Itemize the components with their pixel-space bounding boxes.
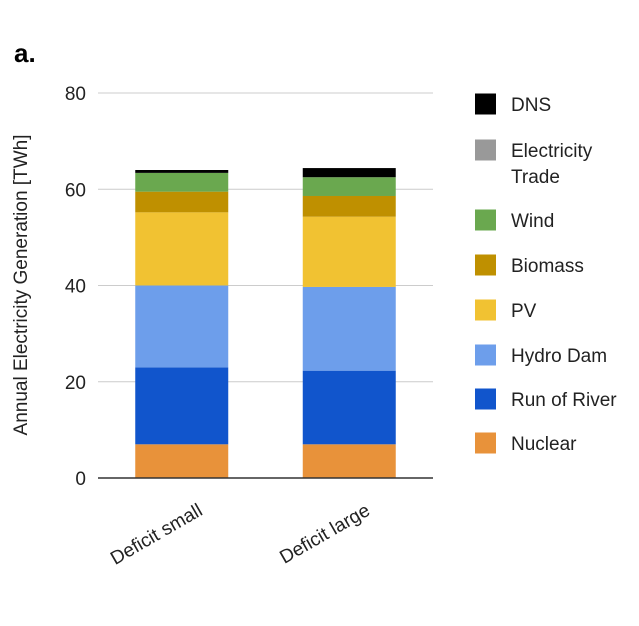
- legend-label: Run of River: [511, 390, 617, 411]
- legend-label: Nuclear: [511, 434, 577, 455]
- legend-swatch: [475, 93, 496, 115]
- bar-segment-run-of-river: [302, 370, 396, 445]
- y-tick-label: 0: [75, 469, 86, 490]
- bars: [135, 168, 396, 478]
- legend: DNS Electricity Trade Wind Biomass PV Hydro Da…: [475, 93, 617, 455]
- y-axis-ticks: 0 20 40 60 80: [65, 84, 86, 490]
- y-tick-label: 20: [65, 373, 86, 394]
- bar-segment-hydro-dam: [135, 285, 229, 368]
- legend-swatch: [475, 299, 496, 321]
- legend-swatch: [475, 388, 496, 410]
- bar-segment-pv: [302, 216, 396, 287]
- x-category-label: Deficit large: [276, 500, 373, 568]
- y-tick-label: 60: [65, 180, 86, 201]
- legend-swatch: [475, 139, 496, 161]
- legend-item-dns: DNS: [475, 93, 551, 116]
- bar-segment-nuclear: [135, 444, 229, 478]
- y-tick-label: 40: [65, 277, 86, 298]
- legend-item-nuclear: Nuclear: [475, 432, 577, 455]
- legend-item-pv: PV: [475, 299, 537, 322]
- legend-label: DNS: [511, 95, 551, 116]
- legend-item-biomass: Biomass: [475, 254, 584, 277]
- panel-label: a.: [14, 38, 36, 68]
- bar-segment-dns: [302, 168, 396, 178]
- legend-label: PV: [511, 301, 537, 322]
- bar-segment-biomass: [135, 191, 229, 213]
- legend-label: Wind: [511, 211, 554, 232]
- x-category-label: Deficit small: [107, 500, 206, 569]
- legend-swatch: [475, 432, 496, 454]
- legend-label: Electricity Trade: [511, 141, 593, 188]
- legend-swatch: [475, 254, 496, 276]
- bar-segment-pv: [135, 212, 229, 286]
- bar-segment-nuclear: [302, 444, 396, 478]
- legend-swatch: [475, 344, 496, 366]
- bar-segment-biomass: [302, 195, 396, 217]
- x-axis-categories: Deficit small Deficit large: [107, 500, 374, 569]
- legend-item-electricity-trade: Electricity Trade: [475, 139, 593, 188]
- y-axis-label: Annual Electricity Generation [TWh]: [11, 135, 32, 436]
- bar-segment-wind: [135, 172, 229, 192]
- bar-segment-hydro-dam: [302, 286, 396, 371]
- legend-swatch: [475, 209, 496, 231]
- legend-item-hydro-dam: Hydro Dam: [475, 344, 607, 367]
- bar-segment-run-of-river: [135, 367, 229, 445]
- legend-label: Biomass: [511, 256, 584, 277]
- legend-item-wind: Wind: [475, 209, 554, 232]
- legend-label: Hydro Dam: [511, 346, 607, 367]
- bar-segment-dns: [135, 170, 229, 173]
- legend-item-run-of-river: Run of River: [475, 388, 617, 411]
- y-tick-label: 80: [65, 84, 86, 105]
- bar-segment-wind: [302, 177, 396, 196]
